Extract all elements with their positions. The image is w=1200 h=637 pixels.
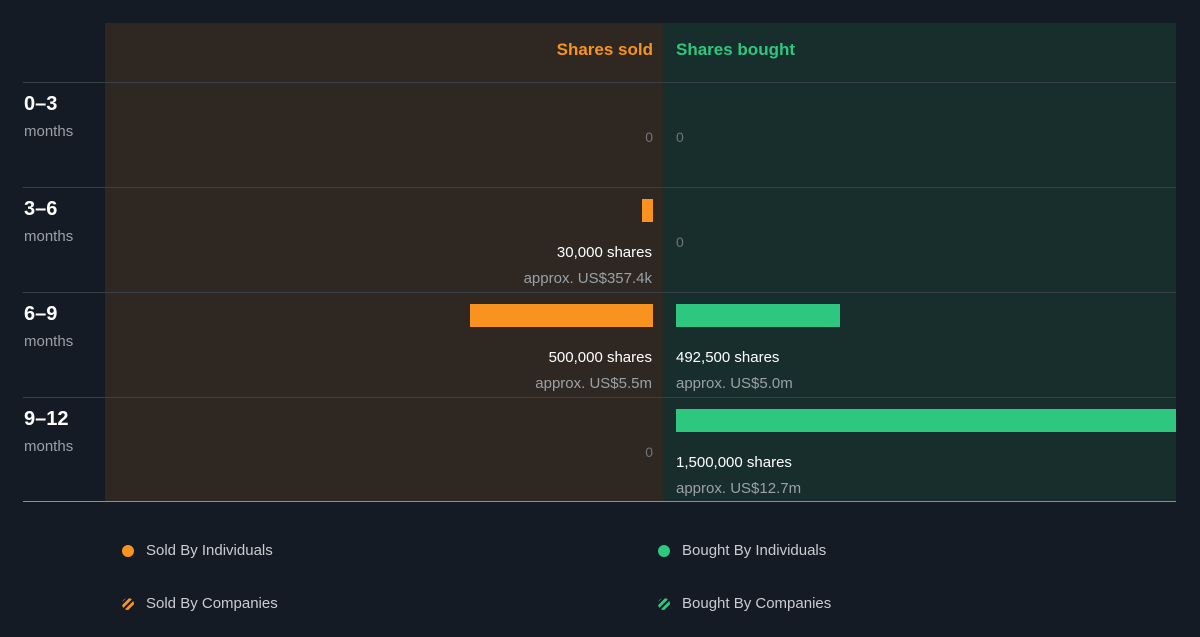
sold-value-label: approx. US$5.5m	[535, 375, 652, 392]
green-hatched-dot-icon	[658, 597, 670, 610]
sold-shares-label: 30,000 shares	[556, 244, 652, 261]
period-unit: months	[24, 438, 74, 455]
period-label: 3–6 months	[24, 197, 73, 245]
shares-sold-header: Shares sold	[556, 40, 653, 59]
row-divider	[23, 292, 1176, 293]
sold-value-label: approx. US$357.4k	[523, 270, 652, 287]
orange-hatched-dot-icon	[122, 597, 134, 610]
period-label: 0–3 months	[24, 92, 73, 140]
orange-dot-icon	[122, 544, 134, 557]
period-range: 9–12	[24, 408, 69, 430]
period-range: 6–9	[24, 303, 58, 325]
row-divider	[23, 82, 1176, 83]
sold-shares-label: 500,000 shares	[548, 349, 652, 366]
row-divider	[23, 397, 1176, 398]
legend-sold-individuals[interactable]: Sold By Individuals	[122, 542, 273, 559]
sold-bar	[642, 199, 653, 222]
legend-label: Sold By Companies	[146, 595, 278, 612]
row-divider	[23, 187, 1176, 188]
bought-value-label: approx. US$12.7m	[676, 480, 802, 497]
period-label: 9–12 months	[24, 407, 73, 455]
bought-zero-label: 0	[676, 234, 684, 250]
bought-shares-label: 492,500 shares	[676, 349, 780, 366]
bought-bar	[676, 409, 1176, 432]
sold-bar	[470, 304, 653, 327]
legend-bought-individuals[interactable]: Bought By Individuals	[658, 542, 826, 559]
bought-shares-label: 1,500,000 shares	[676, 454, 792, 471]
period-label: 6–9 months	[24, 302, 73, 350]
chart-bottom-rule	[23, 501, 1176, 502]
legend-label: Sold By Individuals	[146, 542, 273, 559]
bought-bar	[676, 304, 840, 327]
green-dot-icon	[658, 544, 670, 557]
legend-sold-companies[interactable]: Sold By Companies	[122, 595, 278, 612]
period-unit: months	[24, 123, 74, 140]
period-range: 3–6	[24, 198, 58, 220]
shares-bought-header: Shares bought	[676, 40, 796, 59]
legend-bought-companies[interactable]: Bought By Companies	[658, 595, 831, 612]
bought-value-label: approx. US$5.0m	[676, 375, 793, 392]
sold-panel-background	[105, 23, 663, 501]
period-unit: months	[24, 333, 74, 350]
period-unit: months	[24, 228, 74, 245]
period-range: 0–3	[24, 93, 58, 115]
legend-label: Bought By Companies	[682, 595, 832, 612]
sold-zero-label: 0	[645, 129, 653, 145]
legend-label: Bought By Individuals	[682, 542, 827, 559]
sold-zero-label: 0	[645, 444, 653, 460]
bought-zero-label: 0	[676, 129, 684, 145]
